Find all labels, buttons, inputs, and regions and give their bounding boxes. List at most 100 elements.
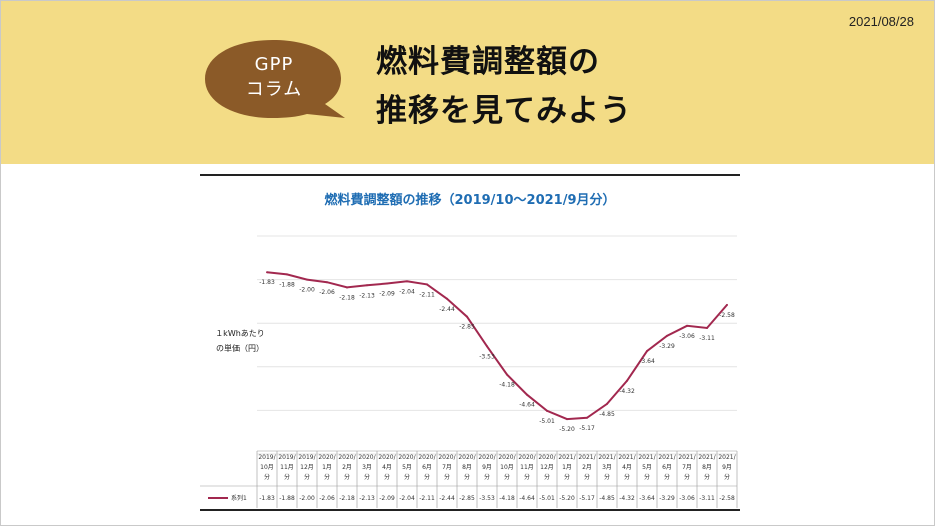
x-tick-label: 分 [484,473,490,481]
x-tick-label: 2021/ [678,454,696,461]
x-tick-label: 2021/ [658,454,676,461]
data-label: -2.44 [439,306,455,313]
x-tick-label: 3月 [602,464,612,471]
table-value: -3.11 [699,495,715,502]
data-point [706,326,708,329]
x-tick-label: 12月 [540,464,554,471]
table-value: -5.01 [539,495,555,502]
data-point [366,284,368,287]
data-label: -2.58 [719,312,735,319]
data-point [606,402,608,405]
badge-line2: コラム [245,79,303,100]
date-label: 2021/08/28 [848,14,914,29]
x-tick-label: 2020/ [398,454,416,461]
x-tick-label: 12月 [300,464,314,471]
data-label: -1.88 [279,281,295,288]
x-tick-label: 分 [564,473,570,481]
x-tick-label: 2021/ [558,454,576,461]
x-tick-label: 10月 [500,464,514,471]
x-tick-label: 2019/ [298,454,316,461]
x-tick-label: 2月 [582,464,592,471]
header-banner: 2021/08/28 [1,1,934,164]
table-value: -2.00 [299,495,315,502]
data-label: -5.01 [539,418,555,425]
data-point [266,271,268,274]
data-label: -5.20 [559,426,575,433]
data-label: -2.04 [399,288,415,295]
x-tick-label: 分 [604,473,610,481]
data-point [486,345,488,348]
x-tick-label: 分 [524,473,530,481]
x-tick-label: 2020/ [458,454,476,461]
x-tick-label: 2021/ [618,454,636,461]
data-point [426,283,428,286]
data-label: -3.64 [639,358,655,365]
data-label: -4.64 [519,402,535,409]
data-label: -3.11 [699,335,715,342]
x-tick-label: 2021/ [638,454,656,461]
x-tick-label: 分 [664,473,670,481]
x-tick-label: 10月 [260,464,274,471]
x-tick-label: 2020/ [538,454,556,461]
line-chart: 燃料費調整額の推移（2019/10〜2021/9月分） １kWhあたり の単価（… [200,174,740,511]
x-tick-label: 分 [544,473,550,481]
x-tick-label: 7月 [442,464,452,471]
chart-container: 燃料費調整額の推移（2019/10〜2021/9月分） １kWhあたり の単価（… [200,174,740,514]
x-tick-label: 11月 [280,464,294,471]
x-tick-label: 2020/ [478,454,496,461]
data-label: -2.09 [379,291,395,298]
x-tick-label: 3月 [362,464,372,471]
x-tick-label: 1月 [322,464,332,471]
x-tick-label: 分 [404,473,410,481]
column-badge: GPP コラム [203,38,345,118]
table-value: -5.17 [579,495,595,502]
data-label: -2.06 [319,289,335,296]
x-tick-label: 8月 [462,464,472,471]
data-label: -2.85 [459,324,475,331]
x-tick-label: 2月 [342,464,352,471]
table-value: -2.04 [399,495,415,502]
x-tick-label: 分 [264,473,270,481]
data-label: -4.32 [619,388,635,395]
x-tick-label: 分 [284,473,290,481]
data-point [686,324,688,327]
x-tick-label: 6月 [422,464,432,471]
x-tick-label: 分 [584,473,590,481]
table-value: -4.18 [499,495,515,502]
x-tick-label: 分 [464,473,470,481]
x-tick-label: 分 [444,473,450,481]
data-label: -2.18 [339,294,355,301]
data-point [626,379,628,382]
y-axis-label-line2: の単価（円） [216,343,264,353]
table-value: -2.11 [419,495,435,502]
x-tick-label: 2020/ [358,454,376,461]
series-line [266,271,728,421]
table-value: -2.06 [319,495,335,502]
x-tick-label: 分 [384,473,390,481]
table-value: -3.64 [639,495,655,502]
badge-line1: GPP [254,54,294,75]
data-point [726,303,728,306]
x-tick-label: 2020/ [318,454,336,461]
speech-bubble-icon [205,40,345,118]
x-tick-label: 分 [344,473,350,481]
x-tick-label: 1月 [562,464,572,471]
table-value: -2.85 [459,495,475,502]
table-value: -2.44 [439,495,455,502]
title-line1: 燃料費調整額の [376,44,600,80]
data-point [306,278,308,281]
x-tick-label: 2020/ [338,454,356,461]
data-label: -2.00 [299,287,315,294]
data-point [646,350,648,353]
table-value: -4.85 [599,495,615,502]
x-tick-label: 8月 [702,464,712,471]
data-point [406,280,408,283]
chart-title: 燃料費調整額の推移（2019/10〜2021/9月分） [325,192,616,208]
x-tick-label: 分 [504,473,510,481]
page-title: 燃料費調整額の 推移を見てみよう [376,38,632,136]
x-tick-label: 2021/ [598,454,616,461]
x-tick-label: 9月 [482,464,492,471]
data-point [326,281,328,284]
data-label: -2.13 [359,292,375,299]
data-label: -4.18 [499,382,515,389]
